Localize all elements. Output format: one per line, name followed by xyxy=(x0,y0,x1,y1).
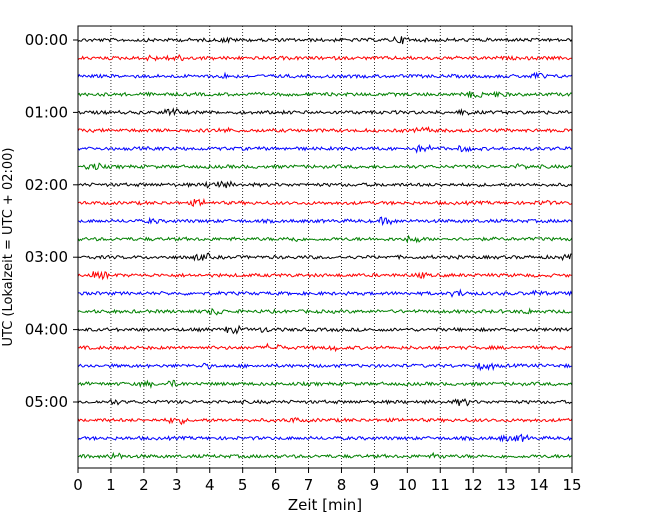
x-tick-label: 9 xyxy=(370,476,380,494)
x-tick-label: 3 xyxy=(172,476,182,494)
x-tick-label: 8 xyxy=(337,476,347,494)
trace-line xyxy=(77,252,573,262)
trace-line xyxy=(77,234,573,244)
x-tick-label: 14 xyxy=(530,476,549,494)
trace-line xyxy=(77,35,573,45)
trace-line xyxy=(77,53,573,62)
trace-line xyxy=(77,324,573,335)
trace-line xyxy=(77,288,573,298)
y-tick-label: 03:00 xyxy=(25,248,68,266)
trace-line xyxy=(78,162,573,171)
x-tick-label: 10 xyxy=(398,476,417,494)
trace-line xyxy=(77,125,573,134)
plot-frame xyxy=(77,25,573,469)
x-tick-label: 15 xyxy=(562,476,581,494)
y-tick-label: 05:00 xyxy=(25,393,68,411)
trace-line xyxy=(77,417,573,426)
x-tick-label: 0 xyxy=(73,476,83,494)
seismic-traces xyxy=(77,35,573,460)
x-tick-label: 12 xyxy=(464,476,483,494)
trace-line xyxy=(77,107,573,117)
x-tick-label: 11 xyxy=(431,476,450,494)
trace-line xyxy=(77,307,573,316)
trace-line xyxy=(77,180,573,189)
x-tick-label: 2 xyxy=(139,476,149,494)
x-tick-label: 4 xyxy=(205,476,215,494)
y-tick-label: 01:00 xyxy=(25,103,68,121)
x-tick-label: 5 xyxy=(238,476,248,494)
trace-line xyxy=(77,397,573,407)
trace-line xyxy=(77,379,573,389)
trace-line xyxy=(77,197,573,207)
y-axis-ticks: 00:00 01:00 02:00 03:00 04:00 05:00 xyxy=(25,31,78,411)
x-tick-label: 6 xyxy=(271,476,281,494)
x-axis-label: Zeit [min] xyxy=(288,496,362,514)
x-tick-label: 13 xyxy=(497,476,516,494)
trace-line xyxy=(77,342,573,353)
trace-line xyxy=(77,451,573,460)
trace-line xyxy=(77,362,572,372)
trace-line xyxy=(77,270,572,281)
x-tick-label: 7 xyxy=(304,476,314,494)
trace-line xyxy=(77,216,573,227)
x-axis-ticks: 0 1 2 3 4 5 6 7 8 9 10 11 12 13 14 15 xyxy=(73,468,582,494)
plot-background xyxy=(78,26,572,468)
trace-line xyxy=(77,433,573,443)
y-tick-label: 00:00 xyxy=(25,31,68,49)
trace-line xyxy=(77,71,573,80)
x-tick-label: 1 xyxy=(106,476,116,494)
y-tick-label: 04:00 xyxy=(25,321,68,339)
trace-line xyxy=(77,143,573,154)
trace-line xyxy=(77,90,573,99)
y-tick-label: 02:00 xyxy=(25,176,68,194)
y-axis-label: UTC (Lokalzeit = UTC + 02:00) xyxy=(1,148,16,347)
